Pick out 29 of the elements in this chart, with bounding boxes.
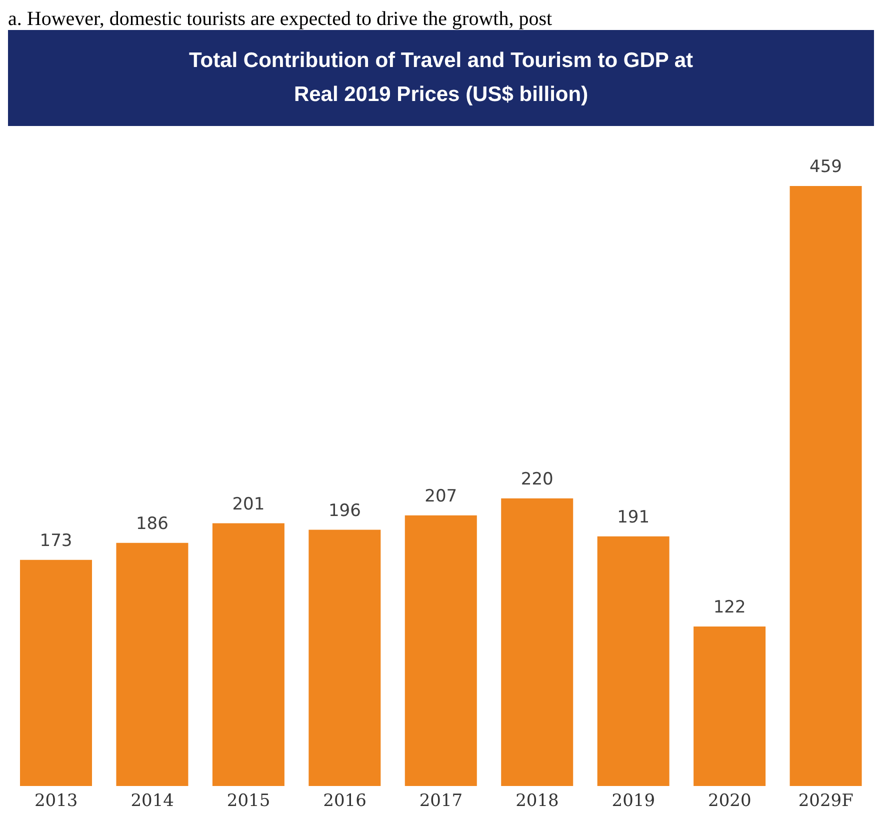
- bar: [790, 186, 862, 786]
- text: a. However, domestic tourists are expected to drive the growth, post: [8, 8, 554, 30]
- bar: [20, 560, 92, 786]
- bar: [501, 498, 574, 786]
- data-label: 207: [424, 486, 458, 506]
- bar: [116, 542, 188, 786]
- x-tick-label: 2017: [419, 791, 463, 812]
- bar: [404, 515, 477, 786]
- x-tick-label: 2013: [34, 791, 78, 812]
- x-tick-label: 2015: [226, 791, 270, 812]
- x-tick-label: 2014: [130, 791, 174, 812]
- data-label: 220: [520, 469, 554, 490]
- x-tick-label: 2018: [516, 791, 559, 812]
- data-label: 191: [617, 507, 650, 528]
- data-label: 201: [232, 494, 265, 514]
- x-tick-label: 2019: [612, 791, 656, 812]
- bar: [694, 626, 766, 786]
- data-label: 173: [40, 530, 72, 551]
- chart-title: Total Contribution of Travel and Tourism to GDP at Real 2019 Prices (US$ billion): [188, 48, 694, 108]
- data-label: 459: [810, 157, 842, 177]
- bar: [597, 536, 670, 786]
- x-tick-label: 2020: [708, 791, 752, 812]
- data-label: 122: [713, 598, 746, 618]
- bar: [212, 523, 284, 786]
- bar: [308, 530, 381, 786]
- x-tick-label: 2029F: [798, 791, 854, 812]
- x-tick-label: 2016: [323, 791, 366, 812]
- data-label: 186: [136, 514, 168, 534]
- data-label: 196: [328, 500, 361, 521]
